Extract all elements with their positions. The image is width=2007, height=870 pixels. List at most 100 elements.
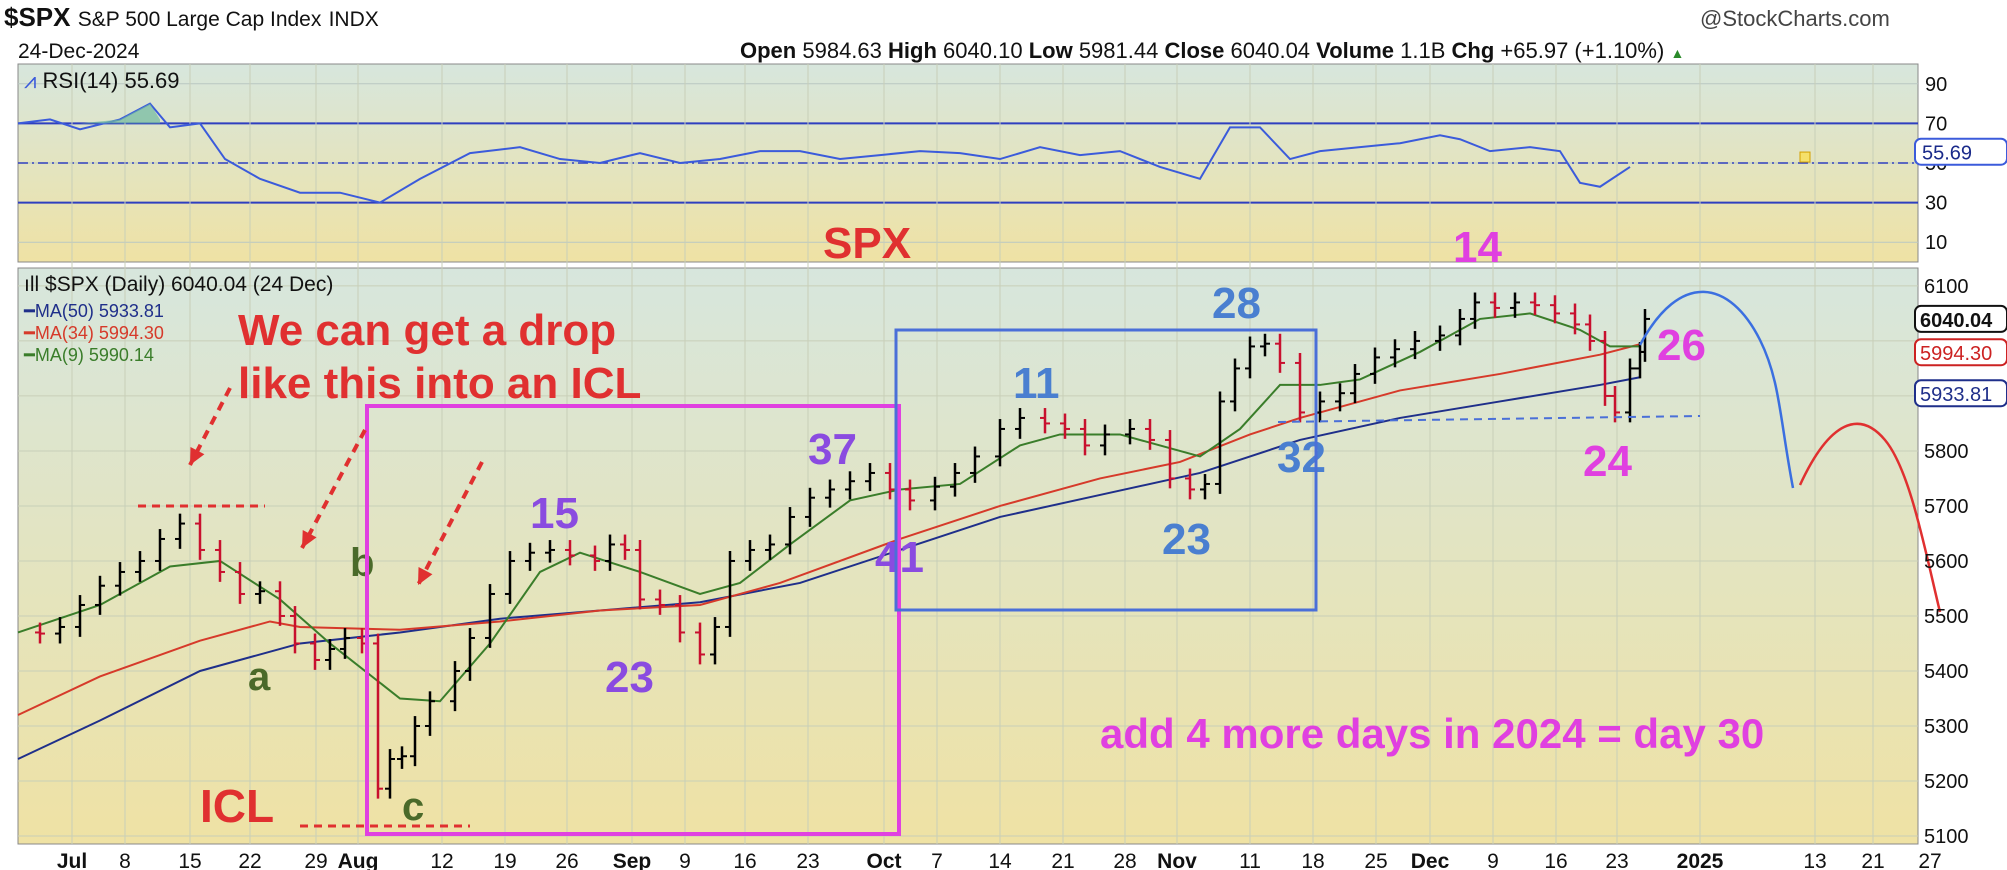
ohlc-row: Open 5984.63 High 6040.10 Low 5981.44 Cl… [740, 38, 1684, 64]
rsi-overbought-fill [80, 103, 160, 124]
rsi-tick-label: 90 [1925, 74, 1947, 96]
rsi-tick-label: 30 [1925, 193, 1947, 215]
x-tick-label: Jul [57, 850, 87, 870]
exchange: INDX [328, 8, 379, 31]
label-37: 37 [808, 425, 857, 474]
x-tick-label: 19 [493, 850, 516, 870]
x-tick-label: Oct [866, 850, 901, 870]
price-tick-label: 5300 [1924, 716, 1969, 738]
price-badge-text: 5994.30 [1920, 343, 1992, 365]
chg-label: Chg [1451, 38, 1495, 63]
header-title-row: $SPX S&P 500 Large Cap Index INDX [4, 2, 379, 33]
x-tick-label: 13 [1803, 850, 1826, 870]
price-bars [35, 292, 1650, 799]
legend-ma34: ━MA(34) 5994.30 [24, 323, 164, 343]
date-label: 24-Dec-2024 [18, 40, 140, 63]
x-tick-label: 7 [931, 850, 943, 870]
x-tick-label: 15 [178, 850, 201, 870]
price-panel-bg [17, 267, 1919, 845]
high-label: High [888, 38, 937, 63]
arrow-right-head [418, 567, 433, 585]
low-value: 5981.44 [1078, 38, 1159, 63]
x-tick-label: 18 [1301, 850, 1324, 870]
arrow-middle-head [302, 530, 317, 548]
rsi-label-text: RSI(14) 55.69 [42, 68, 180, 93]
rsi-tick-label: 70 [1925, 113, 1947, 135]
blue-box [894, 328, 1318, 612]
volume-value: 1.1B [1400, 38, 1446, 63]
x-tick-label: 21 [1051, 850, 1074, 870]
price-tick-label: 5400 [1924, 661, 1969, 683]
wave-c-label: c [402, 785, 424, 829]
rsi-label: ⩘ RSI(14) 55.69 [24, 68, 180, 94]
x-tick-label: 27 [1918, 850, 1941, 870]
price-badge-box [1914, 338, 2007, 367]
price-badge-box [1914, 379, 2007, 408]
price-tick-label: 6100 [1924, 276, 1969, 298]
x-tick-label: 28 [1113, 850, 1136, 870]
rsi-line-icon: ⩘ [24, 68, 37, 93]
arrow-middle [300, 429, 367, 549]
blue-dashed-support [1277, 415, 1701, 423]
label-26: 26 [1657, 321, 1706, 370]
x-tick-label: 26 [555, 850, 578, 870]
x-tick-label: 12 [430, 850, 453, 870]
ma-legend: ━MA(50) 5933.81 ━MA(34) 5994.30 ━MA(9) 5… [24, 300, 164, 366]
wave-a-label: a [248, 655, 271, 699]
rsi-group [17, 102, 1811, 204]
label-11: 11 [1013, 359, 1060, 408]
legend-ma50: ━MA(50) 5933.81 [24, 301, 164, 321]
chg-value: +65.97 (+1.10%) [1500, 38, 1665, 63]
rsi-badge-text: 55.69 [1922, 143, 1972, 165]
price-tick-label: 5100 [1924, 826, 1969, 848]
forecast-blue-curve [1638, 290, 1795, 489]
x-tick-label: 23 [796, 850, 819, 870]
arrow-left-head [190, 447, 205, 465]
price-badge-text: 5933.81 [1920, 384, 1992, 406]
spx-label: SPX [823, 219, 911, 268]
up-arrow-icon: ▲ [1670, 45, 1685, 61]
open-value: 5984.63 [802, 38, 882, 63]
x-tick-label: 29 [304, 850, 327, 870]
volume-label: Volume [1316, 38, 1394, 63]
watermark: @StockCharts.com [1700, 6, 1890, 31]
high-value: 6040.10 [943, 38, 1023, 63]
arrow-right [416, 461, 484, 586]
magenta-box [365, 404, 901, 836]
rsi-line [17, 102, 1631, 204]
price-title-text: $SPX (Daily) 6040.04 (24 Dec) [45, 273, 334, 296]
x-tick-label: 11 [1239, 850, 1261, 870]
x-tick-label: 25 [1364, 850, 1387, 870]
add-days-note: add 4 more days in 2024 = day 30 [1100, 710, 1764, 757]
price-title: ıll $SPX (Daily) 6040.04 (24 Dec) [24, 273, 333, 297]
x-tick-label: Aug [338, 850, 379, 870]
ma50-line [17, 376, 1641, 760]
rsi-badge-box [1914, 137, 2007, 166]
x-tick-label: 8 [119, 850, 131, 870]
x-tick-label: 16 [733, 850, 756, 870]
open-label: Open [740, 38, 797, 63]
close-label: Close [1164, 38, 1225, 63]
label-15: 15 [530, 489, 579, 538]
grid-lines [18, 64, 1918, 844]
x-tick-label: 14 [988, 850, 1012, 870]
close-value: 6040.04 [1230, 38, 1311, 63]
x-tick-label: 21 [1861, 850, 1884, 870]
wave-b-label: b [350, 541, 374, 585]
symbol: $SPX [4, 2, 71, 32]
price-tick-label: 5600 [1924, 551, 1969, 573]
x-tick-label: 16 [1544, 850, 1567, 870]
axes: 907050301055.695100520053005400550056005… [57, 74, 2007, 870]
index-name: S&P 500 Large Cap Index [77, 8, 322, 31]
x-tick-label: 9 [679, 850, 691, 870]
drop-note-line2: like this into an ICL [238, 359, 641, 408]
price-badge-text: 6040.04 [1920, 310, 1993, 332]
label-23-sep: 23 [605, 653, 654, 702]
label-28: 28 [1212, 279, 1261, 328]
icl-label: ICL [200, 780, 274, 832]
price-tick-label: 5800 [1924, 441, 1969, 463]
x-tick-label: 9 [1487, 850, 1499, 870]
x-tick-label: Nov [1157, 850, 1197, 870]
price-badge-box [1914, 304, 2007, 333]
